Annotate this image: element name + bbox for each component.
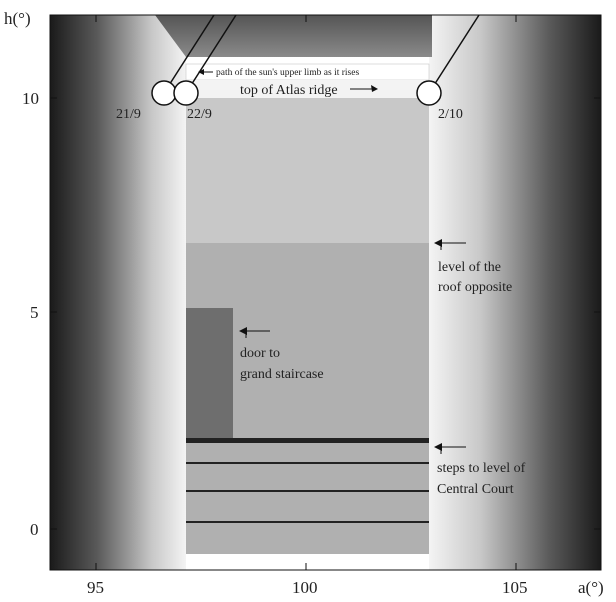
atlas-ridge-label: top of Atlas ridge xyxy=(240,83,338,98)
sun-circle xyxy=(416,80,442,106)
right-wall xyxy=(429,15,601,570)
sun-circle xyxy=(151,80,177,106)
atlas-ridge-arrow-icon xyxy=(350,85,378,92)
sun-path-line xyxy=(428,14,480,94)
plot-frame xyxy=(49,14,602,571)
sky-gap xyxy=(155,15,432,57)
x-axis-label: a(°) xyxy=(578,578,604,597)
sun-path-line xyxy=(185,14,237,94)
door-rect xyxy=(186,308,233,438)
y-tick-label: 5 xyxy=(30,303,39,322)
steps-arrow-icon xyxy=(434,443,466,454)
door-arrow-icon xyxy=(239,327,270,338)
step-line xyxy=(186,490,429,492)
left-wall xyxy=(50,15,186,570)
date-label: 2/10 xyxy=(438,107,463,122)
door-label: grand staircase xyxy=(240,367,324,382)
upper-wall-region xyxy=(186,98,429,243)
step-line xyxy=(186,462,429,464)
x-tick-label: 105 xyxy=(502,578,528,597)
x-tick-label: 100 xyxy=(292,578,318,597)
steps-label: Central Court xyxy=(437,482,514,497)
roof-level-label: roof opposite xyxy=(438,280,512,295)
date-label: 21/9 xyxy=(116,107,141,122)
door-label: door to xyxy=(240,346,280,361)
steps-label: steps to level of xyxy=(437,461,526,476)
y-ticks xyxy=(50,97,601,530)
y-tick-label: 10 xyxy=(22,89,39,108)
sun-path-line xyxy=(163,14,215,94)
sun-circle xyxy=(173,80,199,106)
step-line xyxy=(186,521,429,523)
y-tick-label: 0 xyxy=(30,520,39,539)
roof-level-label: level of the xyxy=(438,260,501,275)
step-line-top xyxy=(186,438,429,443)
date-label: 22/9 xyxy=(187,107,212,122)
roof-arrow-icon xyxy=(434,239,466,250)
x-tick-label: 95 xyxy=(87,578,104,597)
sun-path-arrow-icon xyxy=(198,69,213,75)
y-axis-label: h(°) xyxy=(4,9,31,28)
atlas-ridge-band xyxy=(186,80,429,98)
sun-path-label: path of the sun's upper limb as it rises xyxy=(216,67,359,78)
x-ticks xyxy=(95,15,517,570)
